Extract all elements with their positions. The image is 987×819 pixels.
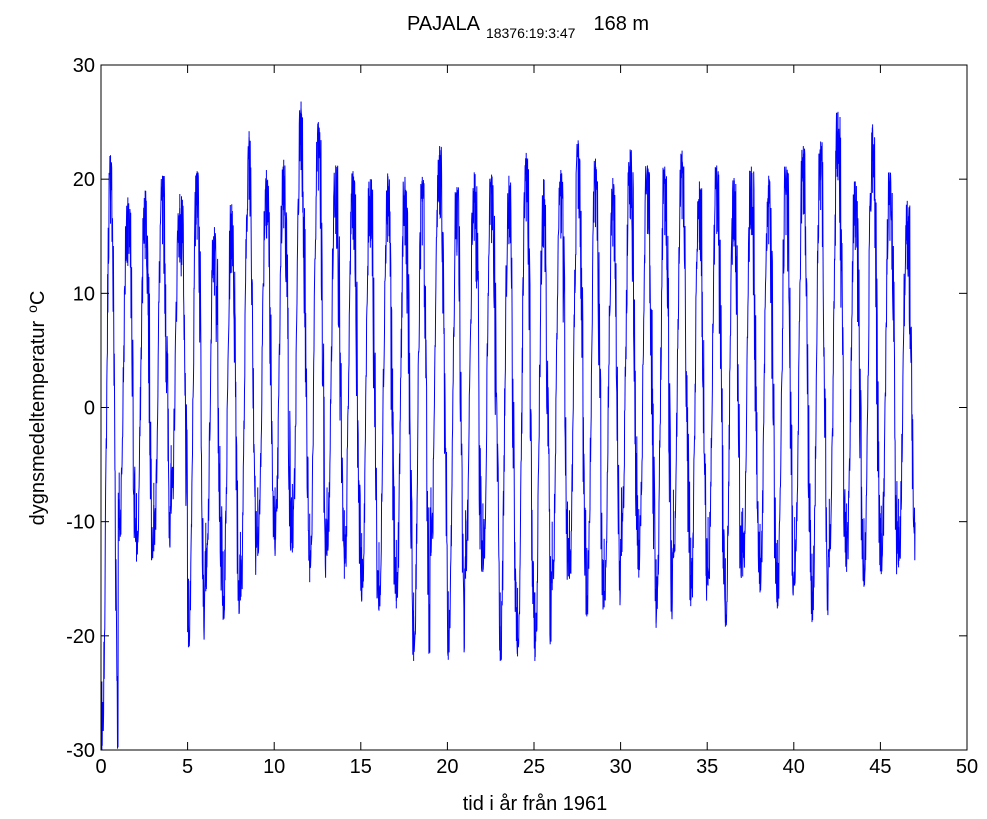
y-axis-label-unit: C [27,291,49,305]
x-tick-label: 20 [436,756,458,778]
x-tick-label: 50 [956,756,978,778]
y-axis-label-text: dygnsmedeltemperatur [27,321,49,526]
y-tick-label: -10 [66,512,95,534]
title-station-code: 18376:19:3:47 [486,25,576,41]
x-tick-label: 40 [783,756,805,778]
title-elevation: 168 m [593,13,649,35]
y-tick-label: 0 [84,398,95,420]
title-station: PAJALA [407,13,481,35]
y-axis-label-unit-sup: o [24,305,40,313]
y-axis-label: dygnsmedeltemperatur oC [24,291,49,526]
x-tick-label: 35 [696,756,718,778]
x-tick-label: 10 [263,756,285,778]
temperature-series-line [100,108,916,749]
y-tick-label: 30 [73,55,95,77]
tick-labels: 0 5 10 15 20 25 30 35 40 45 50 -30 -20 -10 0 10 20 30 [66,55,978,778]
x-tick-label: 25 [523,756,545,778]
plot-area [100,101,916,750]
y-tick-label: 20 [73,169,95,191]
chart-title: PAJALA 18376:19:3:47 168 m [407,13,649,41]
x-tick-label: 45 [869,756,891,778]
y-tick-label: 10 [73,283,95,305]
x-tick-label: 30 [609,756,631,778]
x-axis-label: tid i år från 1961 [463,793,608,815]
x-tick-label: 15 [350,756,372,778]
x-tick-label: 0 [95,756,106,778]
x-tick-label: 5 [182,756,193,778]
axes [100,64,968,751]
y-tick-label: -30 [66,740,95,762]
y-tick-label: -20 [66,626,95,648]
